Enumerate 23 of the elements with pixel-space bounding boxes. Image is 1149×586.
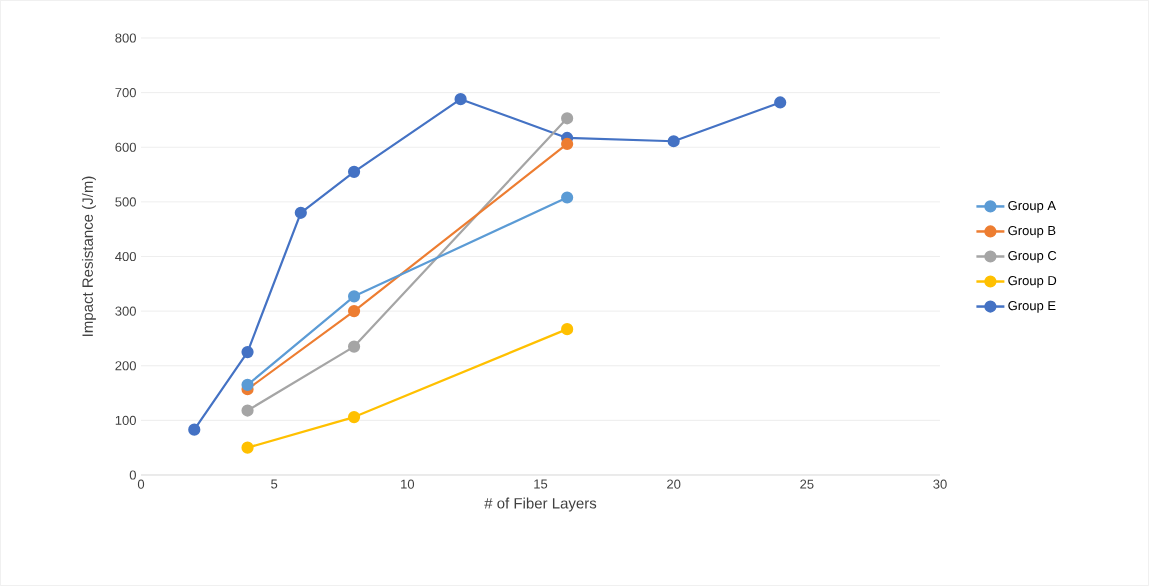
legend-label: Group A — [1008, 200, 1057, 213]
y-tick-label: 100 — [115, 415, 136, 425]
y-tick-label: 0 — [129, 470, 136, 480]
legend-label: Group C — [1008, 250, 1057, 263]
x-tick-label: 20 — [667, 479, 681, 489]
y-tick-label: 400 — [115, 251, 136, 262]
y-tick-label: 300 — [115, 306, 136, 316]
legend-label: Group D — [1008, 276, 1057, 288]
x-tick-label: 0 — [137, 479, 145, 489]
x-tick-label: 25 — [800, 479, 814, 489]
x-tick-label: 30 — [933, 479, 947, 489]
y-tick-label: 700 — [115, 88, 136, 98]
y-tick-label: 500 — [115, 197, 136, 207]
y-tick-label: 800 — [115, 33, 136, 43]
x-tick-label: 5 — [271, 479, 278, 489]
x-tick-label: 10 — [401, 479, 415, 489]
y-tick-label: 200 — [115, 361, 136, 371]
x-axis-title: # of Fiber Layers — [484, 497, 597, 512]
y-axis-title: Impact Resistance (J/m) — [81, 176, 96, 336]
legend-label: Group E — [1008, 301, 1056, 313]
y-tick-label: 600 — [115, 142, 136, 152]
legend-label: Group B — [1008, 225, 1056, 238]
x-tick-label: 15 — [534, 479, 548, 489]
